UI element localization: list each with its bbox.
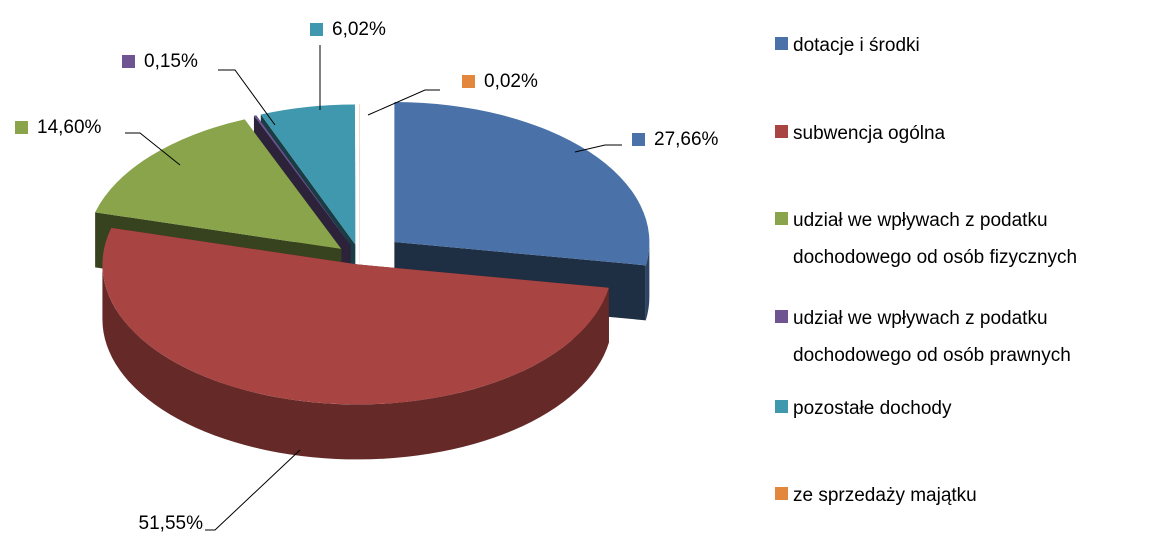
slice	[102, 227, 609, 405]
leader-line	[205, 449, 301, 531]
legend-key	[775, 310, 788, 323]
legend-label: udział we wpływach z podatku dochodowego…	[793, 308, 1071, 366]
leader-line	[218, 69, 276, 126]
leader-line	[125, 132, 181, 166]
legend-item: subwencja ogólna	[775, 115, 1135, 152]
data-label: 14,60%	[37, 117, 102, 138]
slice	[253, 115, 351, 246]
legend-key	[775, 125, 788, 138]
legend-key	[775, 37, 788, 50]
label-key	[15, 121, 28, 134]
slice	[394, 102, 650, 266]
legend-key	[775, 487, 788, 500]
legend-label: pozostałe dochody	[793, 398, 952, 419]
legend-label: udział we wpływach z podatku dochodowego…	[793, 210, 1078, 268]
data-label: 51,55%	[139, 513, 204, 534]
legend-label: ze sprzedaży majątku	[793, 485, 977, 506]
slice-wall	[102, 264, 609, 460]
legend-key	[775, 212, 788, 225]
label-key	[632, 133, 645, 146]
legend-item: dotacje i środki	[775, 27, 1135, 64]
leader-line	[574, 144, 622, 153]
legend-item: udział we wpływach z podatku dochodowego…	[775, 300, 1153, 374]
data-label: 6,02%	[332, 19, 386, 40]
leader-line	[367, 89, 440, 116]
data-label: 27,66%	[654, 129, 719, 150]
legend-item: udział we wpływach z podatku dochodowego…	[775, 202, 1153, 276]
legend-item: ze sprzedaży majątku	[775, 477, 1135, 514]
slice-wall	[645, 242, 650, 321]
legend-label: subwencja ogólna	[793, 123, 946, 144]
label-key	[462, 75, 475, 88]
label-key	[122, 55, 135, 68]
label-key	[310, 23, 323, 36]
data-label: 0,02%	[484, 71, 538, 92]
legend-key	[775, 400, 788, 413]
slice	[95, 119, 342, 249]
legend-label: dotacje i środki	[793, 35, 920, 56]
legend-item: pozostałe dochody	[775, 390, 1135, 427]
data-label: 0,15%	[144, 51, 198, 72]
slice	[260, 104, 356, 245]
